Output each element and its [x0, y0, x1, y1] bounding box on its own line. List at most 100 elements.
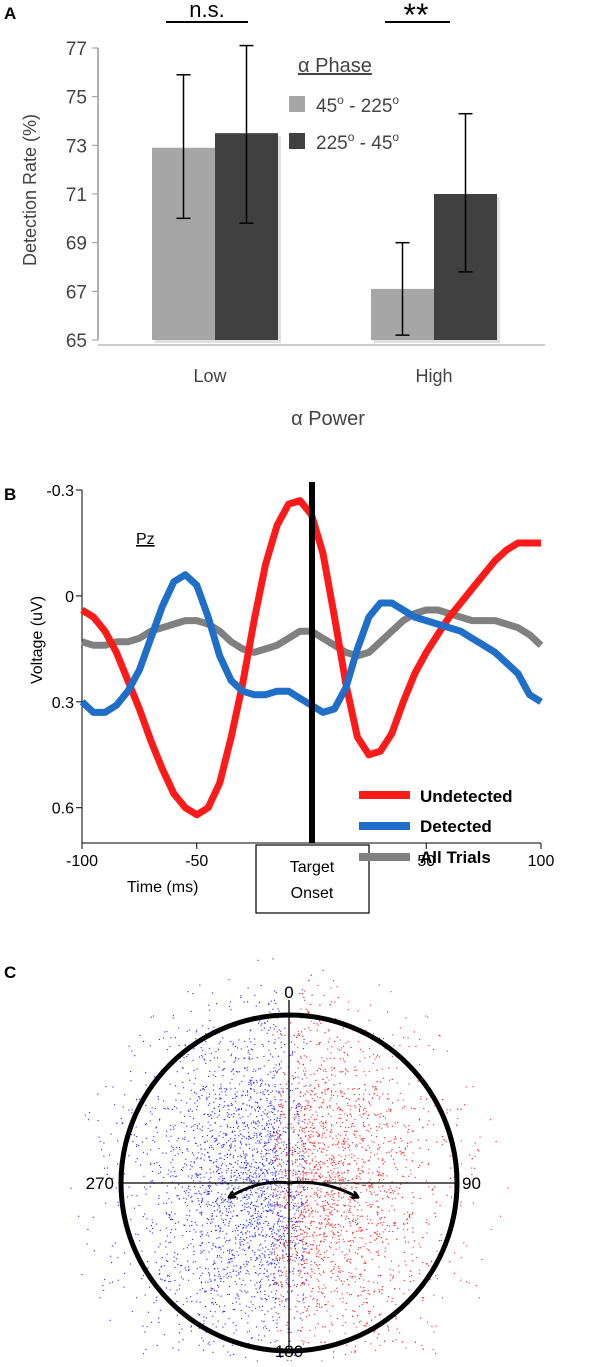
scatter-point [262, 1253, 263, 1254]
scatter-point [280, 1138, 281, 1139]
scatter-point [169, 1276, 170, 1277]
scatter-point [304, 1284, 305, 1285]
scatter-point [128, 1110, 129, 1111]
scatter-point [226, 1211, 227, 1212]
scatter-point [273, 1077, 274, 1078]
scatter-point [279, 1106, 280, 1107]
scatter-point [348, 1147, 349, 1148]
scatter-point [340, 1135, 341, 1136]
scatter-point [390, 1111, 391, 1112]
scatter-point [249, 1100, 250, 1101]
scatter-point [268, 1074, 269, 1075]
scatter-point [356, 1178, 357, 1179]
scatter-point [183, 1304, 184, 1305]
scatter-point [388, 1099, 389, 1100]
scatter-point [299, 1159, 300, 1160]
scatter-point [204, 1155, 205, 1156]
scatter-point [396, 1152, 397, 1153]
scatter-point [254, 1149, 255, 1150]
onset-label-line2: Onset [291, 885, 334, 902]
scatter-point [374, 1292, 375, 1293]
scatter-point [317, 1188, 318, 1189]
scatter-point [221, 1202, 222, 1203]
scatter-point [264, 1254, 265, 1255]
scatter-point [265, 1199, 266, 1200]
scatter-point [273, 1167, 274, 1168]
scatter-point [182, 1235, 183, 1236]
scatter-point [316, 1193, 317, 1194]
scatter-point [383, 1163, 384, 1164]
scatter-point [331, 1322, 332, 1323]
scatter-point [201, 1095, 202, 1096]
scatter-point [300, 1056, 301, 1057]
scatter-point [228, 1223, 229, 1224]
scatter-point [301, 1204, 302, 1205]
scatter-point [213, 1172, 214, 1173]
scatter-point [323, 1271, 324, 1272]
scatter-point [275, 1048, 276, 1049]
scatter-point [413, 1108, 414, 1109]
scatter-point [373, 1087, 374, 1088]
scatter-point [221, 1158, 222, 1159]
scatter-point [227, 1116, 228, 1117]
scatter-point [262, 1164, 263, 1165]
scatter-point [261, 1188, 262, 1189]
scatter-point [297, 1236, 298, 1237]
scatter-point [330, 1058, 331, 1059]
scatter-point [304, 1122, 305, 1123]
scatter-point [432, 1189, 433, 1190]
scatter-point [303, 1295, 304, 1296]
scatter-point [347, 1071, 348, 1072]
scatter-point [227, 1184, 228, 1185]
scatter-point [280, 1068, 281, 1069]
scatter-point [255, 1208, 256, 1209]
scatter-point [202, 1225, 203, 1226]
scatter-point [292, 1054, 293, 1055]
scatter-point [143, 1216, 144, 1217]
scatter-point [292, 1290, 293, 1291]
scatter-point [290, 1150, 291, 1151]
scatter-point [332, 1273, 333, 1274]
scatter-point [356, 1144, 357, 1145]
scatter-point [253, 1218, 254, 1219]
scatter-point [198, 1152, 199, 1153]
scatter-point [243, 1167, 244, 1168]
scatter-point [322, 1137, 323, 1138]
scatter-point [99, 1137, 100, 1138]
scatter-point [319, 1122, 320, 1123]
scatter-point [164, 1334, 165, 1335]
scatter-point [226, 1215, 227, 1216]
scatter-point [373, 1063, 374, 1064]
legend-swatch-light [289, 96, 305, 112]
scatter-point [332, 1190, 333, 1191]
scatter-point [310, 1127, 311, 1128]
scatter-point [314, 1314, 315, 1315]
scatter-point [197, 1198, 198, 1199]
scatter-point [318, 1142, 319, 1143]
scatter-point [335, 1179, 336, 1180]
scatter-point [199, 1315, 200, 1316]
scatter-point [363, 1098, 364, 1099]
scatter-point [192, 1166, 193, 1167]
scatter-point [245, 1233, 246, 1234]
scatter-point [200, 1167, 201, 1168]
scatter-point [457, 1118, 458, 1119]
scatter-point [320, 1168, 321, 1169]
scatter-point [203, 1350, 204, 1351]
scatter-point [389, 1225, 390, 1226]
scatter-point [191, 1225, 192, 1226]
scatter-point [298, 1264, 299, 1265]
scatter-point [378, 1255, 379, 1256]
scatter-point [255, 1110, 256, 1111]
scatter-point [217, 1198, 218, 1199]
scatter-point [277, 1144, 278, 1145]
legend-label-light: 45o - 225o [316, 93, 399, 117]
scatter-point [211, 1219, 212, 1220]
scatter-point [405, 1149, 406, 1150]
scatter-point [391, 1261, 392, 1262]
scatter-point [219, 1158, 220, 1159]
scatter-point [292, 1164, 293, 1165]
scatter-point [428, 1186, 429, 1187]
scatter-point [343, 1197, 344, 1198]
scatter-point [249, 1148, 250, 1149]
